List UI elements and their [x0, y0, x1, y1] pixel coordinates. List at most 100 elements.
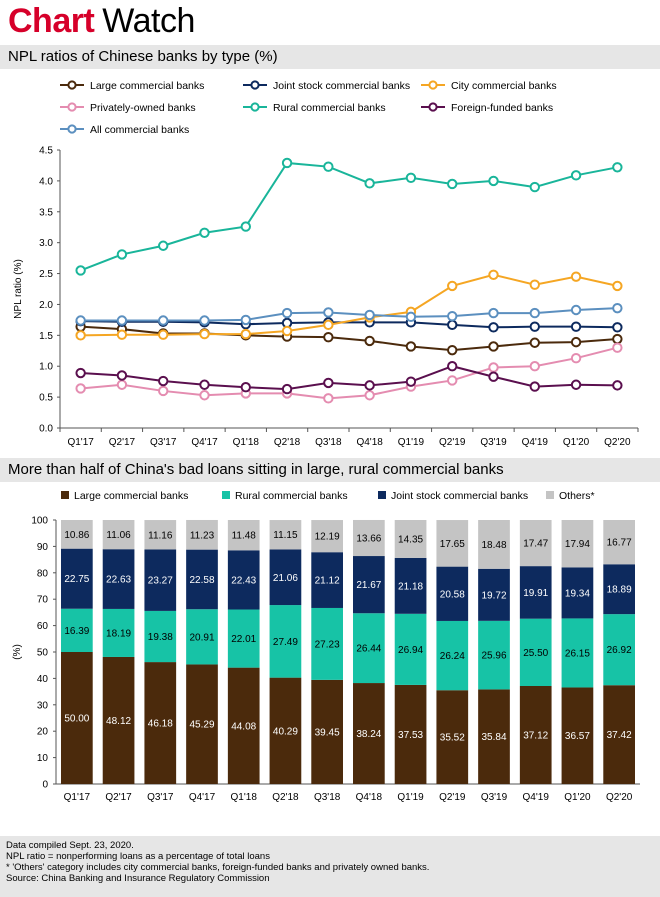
series-foreign-funded-banks [75, 361, 623, 395]
legend-marker-swatch [428, 102, 438, 112]
data-point [116, 370, 128, 381]
bar-segment-large-commercial-banks [102, 656, 135, 784]
x-tick-label: Q3'19 [481, 792, 508, 803]
data-point [75, 330, 86, 341]
data-point [447, 344, 458, 356]
data-point [199, 315, 210, 326]
x-tick-label: Q3'17 [147, 792, 174, 803]
data-point [323, 331, 334, 343]
data-label: 38.24 [356, 729, 381, 740]
bar-segment-large-commercial-banks [61, 652, 93, 784]
data-point [116, 329, 128, 340]
data-point [75, 315, 86, 326]
bar-segment-joint-stock-commercial-banks [227, 550, 260, 610]
x-tick-label: Q3'18 [315, 437, 342, 448]
y-tick-label: 4.5 [39, 146, 53, 157]
data-point [75, 265, 86, 276]
legend-label: Large commercial banks [90, 80, 204, 92]
data-point [570, 379, 582, 390]
data-point [323, 307, 334, 318]
bar-segment-joint-stock-commercial-banks [519, 566, 552, 619]
x-tick-label: Q1'20 [564, 792, 591, 803]
data-point [447, 280, 458, 292]
data-label: 37.12 [523, 731, 548, 742]
data-label: 26.92 [607, 645, 632, 656]
bar-segment-rural-commercial-banks [478, 620, 510, 690]
data-label: 48.12 [106, 716, 131, 727]
data-label: 35.52 [440, 733, 465, 744]
data-label: 50.00 [64, 714, 89, 725]
data-point [116, 379, 128, 390]
legend-swatch [378, 491, 386, 499]
data-point [570, 321, 582, 332]
x-tick-label: Q3'17 [150, 437, 177, 448]
legend-item-rural-commercial-banks: Rural commercial banks [243, 102, 386, 114]
data-point [488, 269, 499, 280]
bar-segment-large-commercial-banks [561, 687, 594, 784]
data-point [116, 315, 128, 326]
chart1-title: NPL ratios of Chinese banks by type (%) [0, 45, 660, 69]
y-tick-label: 70 [37, 595, 49, 606]
y-tick-label: 20 [37, 727, 49, 738]
note-compiled: Data compiled Sept. 23, 2020. [6, 840, 134, 851]
y-tick-label: 1.5 [39, 331, 53, 342]
series-rural-commercial-banks [75, 157, 623, 276]
data-label: 19.38 [148, 632, 173, 643]
data-point [116, 249, 128, 260]
bar-segment-large-commercial-banks [394, 684, 427, 784]
bar-segment-rural-commercial-banks [102, 608, 135, 657]
legend-label: City commercial banks [451, 80, 557, 92]
data-point [488, 341, 499, 352]
y-axis-title: NPL ratio (%) [13, 259, 24, 319]
data-label: 20.58 [440, 589, 465, 600]
bar-segment-rural-commercial-banks [436, 620, 469, 691]
bar-segment-large-commercial-banks [227, 667, 260, 784]
data-point [612, 342, 623, 353]
data-point [158, 385, 169, 397]
legend-marker-swatch [428, 80, 438, 90]
data-label: 11.15 [273, 530, 298, 541]
data-point [323, 393, 334, 404]
data-label: 22.43 [231, 575, 256, 586]
legend-swatch [222, 491, 230, 499]
x-tick-label: Q2'17 [105, 792, 132, 803]
bar-segment-joint-stock-commercial-banks [561, 567, 594, 619]
share-stacked-bar-chart: Large commercial banks Rural commercial b… [12, 490, 640, 803]
data-label: 21.18 [398, 581, 423, 592]
data-label: 10.86 [64, 530, 89, 541]
bar-segment-joint-stock-commercial-banks [603, 564, 635, 615]
data-point [447, 375, 458, 386]
data-point [570, 304, 582, 316]
bar-segment-others [394, 520, 427, 558]
data-label: 18.48 [481, 540, 506, 551]
x-tick-label: Q2'20 [604, 437, 631, 448]
bar-segment-others [269, 520, 302, 550]
bar-segment-others [353, 519, 385, 557]
data-label: 11.06 [106, 530, 131, 541]
bar-segment-large-commercial-banks [144, 662, 177, 784]
series-line [80, 365, 618, 391]
legend-label: Foreign-funded banks [451, 102, 553, 114]
data-label: 18.89 [607, 585, 632, 596]
data-point [281, 325, 293, 337]
y-tick-label: 90 [37, 542, 49, 553]
bar-segment-rural-commercial-banks [394, 613, 427, 685]
bar-segment-large-commercial-banks [311, 679, 343, 784]
data-point [405, 311, 417, 323]
note-source: Source: China Banking and Insurance Regu… [6, 873, 270, 884]
data-label: 11.23 [190, 530, 215, 541]
legend-item-privately-owned-banks: Privately-owned banks [60, 102, 196, 114]
data-point [447, 361, 458, 372]
x-tick-label: Q2'18 [274, 437, 301, 448]
data-label: 35.84 [481, 732, 506, 743]
data-point [240, 221, 251, 232]
legend-label: Privately-owned banks [90, 102, 196, 114]
bar-segment-large-commercial-banks [436, 690, 469, 784]
bar-segment-rural-commercial-banks [519, 618, 552, 687]
data-point [240, 328, 251, 340]
bar-segment-others [227, 520, 260, 551]
series-line [80, 161, 618, 272]
y-tick-label: 0 [42, 780, 48, 791]
data-point [612, 162, 623, 173]
data-label: 26.44 [356, 644, 381, 655]
